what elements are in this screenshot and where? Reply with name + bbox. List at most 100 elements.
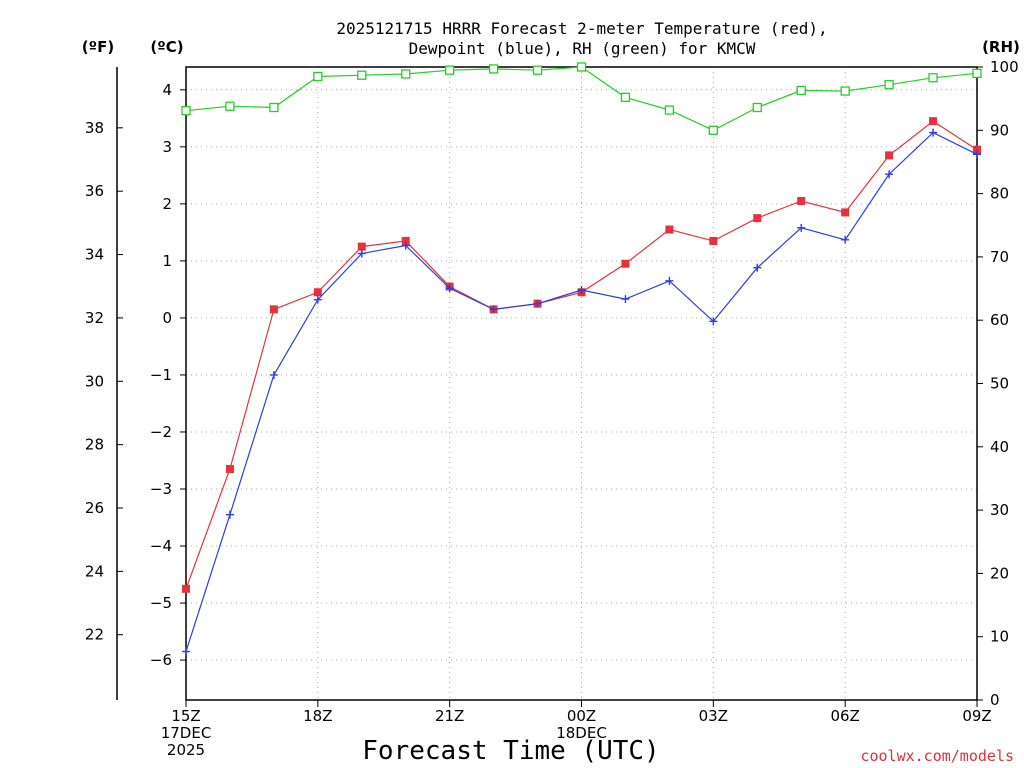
temperature-point — [797, 197, 806, 206]
rh-tick-label: 40 — [990, 438, 1009, 456]
celsius-tick-label: −3 — [150, 480, 172, 498]
rh-tick-label: 80 — [990, 185, 1009, 203]
rh-point — [445, 65, 455, 75]
rh-point — [752, 102, 762, 113]
fahrenheit-axis-label: (ºF) — [82, 38, 114, 56]
rh-point — [357, 70, 367, 80]
fahrenheit-tick-label: 28 — [85, 436, 104, 454]
x-tick-date-label: 2025 — [167, 741, 205, 759]
celsius-tick-label: −1 — [150, 366, 172, 384]
temperature-point — [182, 584, 190, 593]
x-tick-label: 00Z — [567, 707, 596, 725]
dewpoint-point — [182, 647, 190, 656]
dewpoint-point — [577, 285, 586, 294]
temperature-point — [841, 208, 850, 217]
dewpoint-point — [665, 276, 674, 285]
rh-point — [840, 86, 850, 96]
rh-point — [532, 65, 543, 75]
rh-tick-label: 10 — [990, 628, 1009, 646]
x-tick-date-label: 18DEC — [556, 724, 607, 742]
x-tick-label: 09Z — [962, 707, 991, 725]
celsius-tick-label: −2 — [150, 423, 172, 441]
dewpoint-point — [313, 295, 322, 304]
fahrenheit-tick-label: 30 — [85, 372, 104, 390]
temperature-point — [313, 288, 322, 297]
temperature-point — [973, 145, 981, 154]
dewpoint-point — [445, 284, 454, 293]
rh-point — [708, 125, 718, 135]
celsius-tick-label: 2 — [162, 195, 172, 213]
chart-title-line-2: Dewpoint (blue), RH (green) for KMCW — [409, 39, 756, 58]
axes — [116, 66, 983, 707]
fahrenheit-tick-label: 26 — [85, 499, 104, 517]
rh-tick-label: 100 — [990, 58, 1019, 76]
x-axis-title: Forecast Time (UTC) — [362, 736, 659, 766]
rh-tick-label: 50 — [990, 375, 1009, 393]
celsius-tick-label: 1 — [162, 252, 172, 270]
celsius-tick-label: 0 — [162, 309, 172, 327]
rh-tick-label: 60 — [990, 311, 1009, 329]
rh-point — [796, 85, 806, 96]
fahrenheit-tick-label: 32 — [85, 309, 104, 327]
fahrenheit-tick-label: 38 — [85, 119, 104, 137]
dewpoint-point — [841, 235, 850, 244]
dewpoint-point — [357, 249, 366, 258]
dewpoint-point — [929, 128, 938, 137]
tick-labels: −6−5−4−3−2−10123422242628303234363801020… — [85, 58, 1019, 759]
rh-tick-label: 70 — [990, 248, 1009, 266]
fahrenheit-tick-label: 22 — [85, 626, 104, 644]
temperature-point — [225, 465, 234, 474]
x-tick-label: 18Z — [303, 707, 332, 725]
fahrenheit-tick-label: 34 — [85, 246, 104, 264]
temperature-point — [401, 236, 410, 245]
temperature-point — [269, 305, 278, 314]
rh-tick-label: 0 — [990, 691, 1000, 709]
dewpoint-point — [885, 170, 894, 179]
rh-point — [488, 64, 499, 74]
celsius-tick-label: 3 — [162, 138, 172, 156]
temperature-point — [753, 214, 762, 223]
dewpoint-point — [621, 295, 630, 304]
temperature-point — [885, 151, 894, 160]
data-series — [181, 62, 982, 656]
celsius-tick-label: 4 — [162, 81, 172, 99]
x-tick-date-label: 17DEC — [161, 724, 212, 742]
dewpoint-point — [533, 299, 542, 308]
source-credit: coolwx.com/models — [860, 747, 1014, 765]
dewpoint-point — [797, 223, 806, 232]
rh-point — [181, 106, 191, 116]
x-tick-label: 21Z — [435, 707, 464, 725]
rh-point — [576, 62, 587, 72]
dewpoint-point — [269, 370, 278, 379]
dewpoint-point — [753, 263, 762, 272]
rh-point — [928, 73, 938, 83]
chart-title-line-1: 2025121715 HRRR Forecast 2-meter Tempera… — [336, 19, 827, 38]
rh-tick-label: 30 — [990, 501, 1009, 519]
temperature-point — [929, 117, 938, 126]
rh-point — [884, 80, 894, 90]
fahrenheit-tick-label: 24 — [85, 562, 104, 580]
dewpoint-point — [489, 305, 498, 314]
x-tick-label: 06Z — [830, 707, 859, 725]
fahrenheit-tick-label: 36 — [85, 182, 104, 200]
rh-tick-label: 90 — [990, 121, 1009, 139]
dewpoint-point — [401, 241, 410, 250]
temperature-point — [621, 259, 630, 268]
rh-axis-label: (RH) — [982, 38, 1020, 56]
x-tick-label: 03Z — [699, 707, 728, 725]
temperature-point — [709, 236, 718, 245]
rh-tick-label: 20 — [990, 564, 1009, 582]
grid-lines — [186, 67, 977, 700]
celsius-tick-label: −6 — [150, 651, 172, 669]
dewpoint-point — [709, 317, 718, 326]
rh-point — [313, 71, 323, 82]
temperature-point — [665, 225, 674, 234]
rh-point — [620, 92, 631, 103]
celsius-axis-label: (ºC) — [150, 38, 183, 56]
dewpoint-point — [225, 510, 234, 519]
rh-line — [185, 66, 978, 131]
celsius-tick-label: −4 — [150, 537, 172, 555]
temperature-point — [357, 242, 366, 251]
rh-point — [664, 105, 675, 115]
